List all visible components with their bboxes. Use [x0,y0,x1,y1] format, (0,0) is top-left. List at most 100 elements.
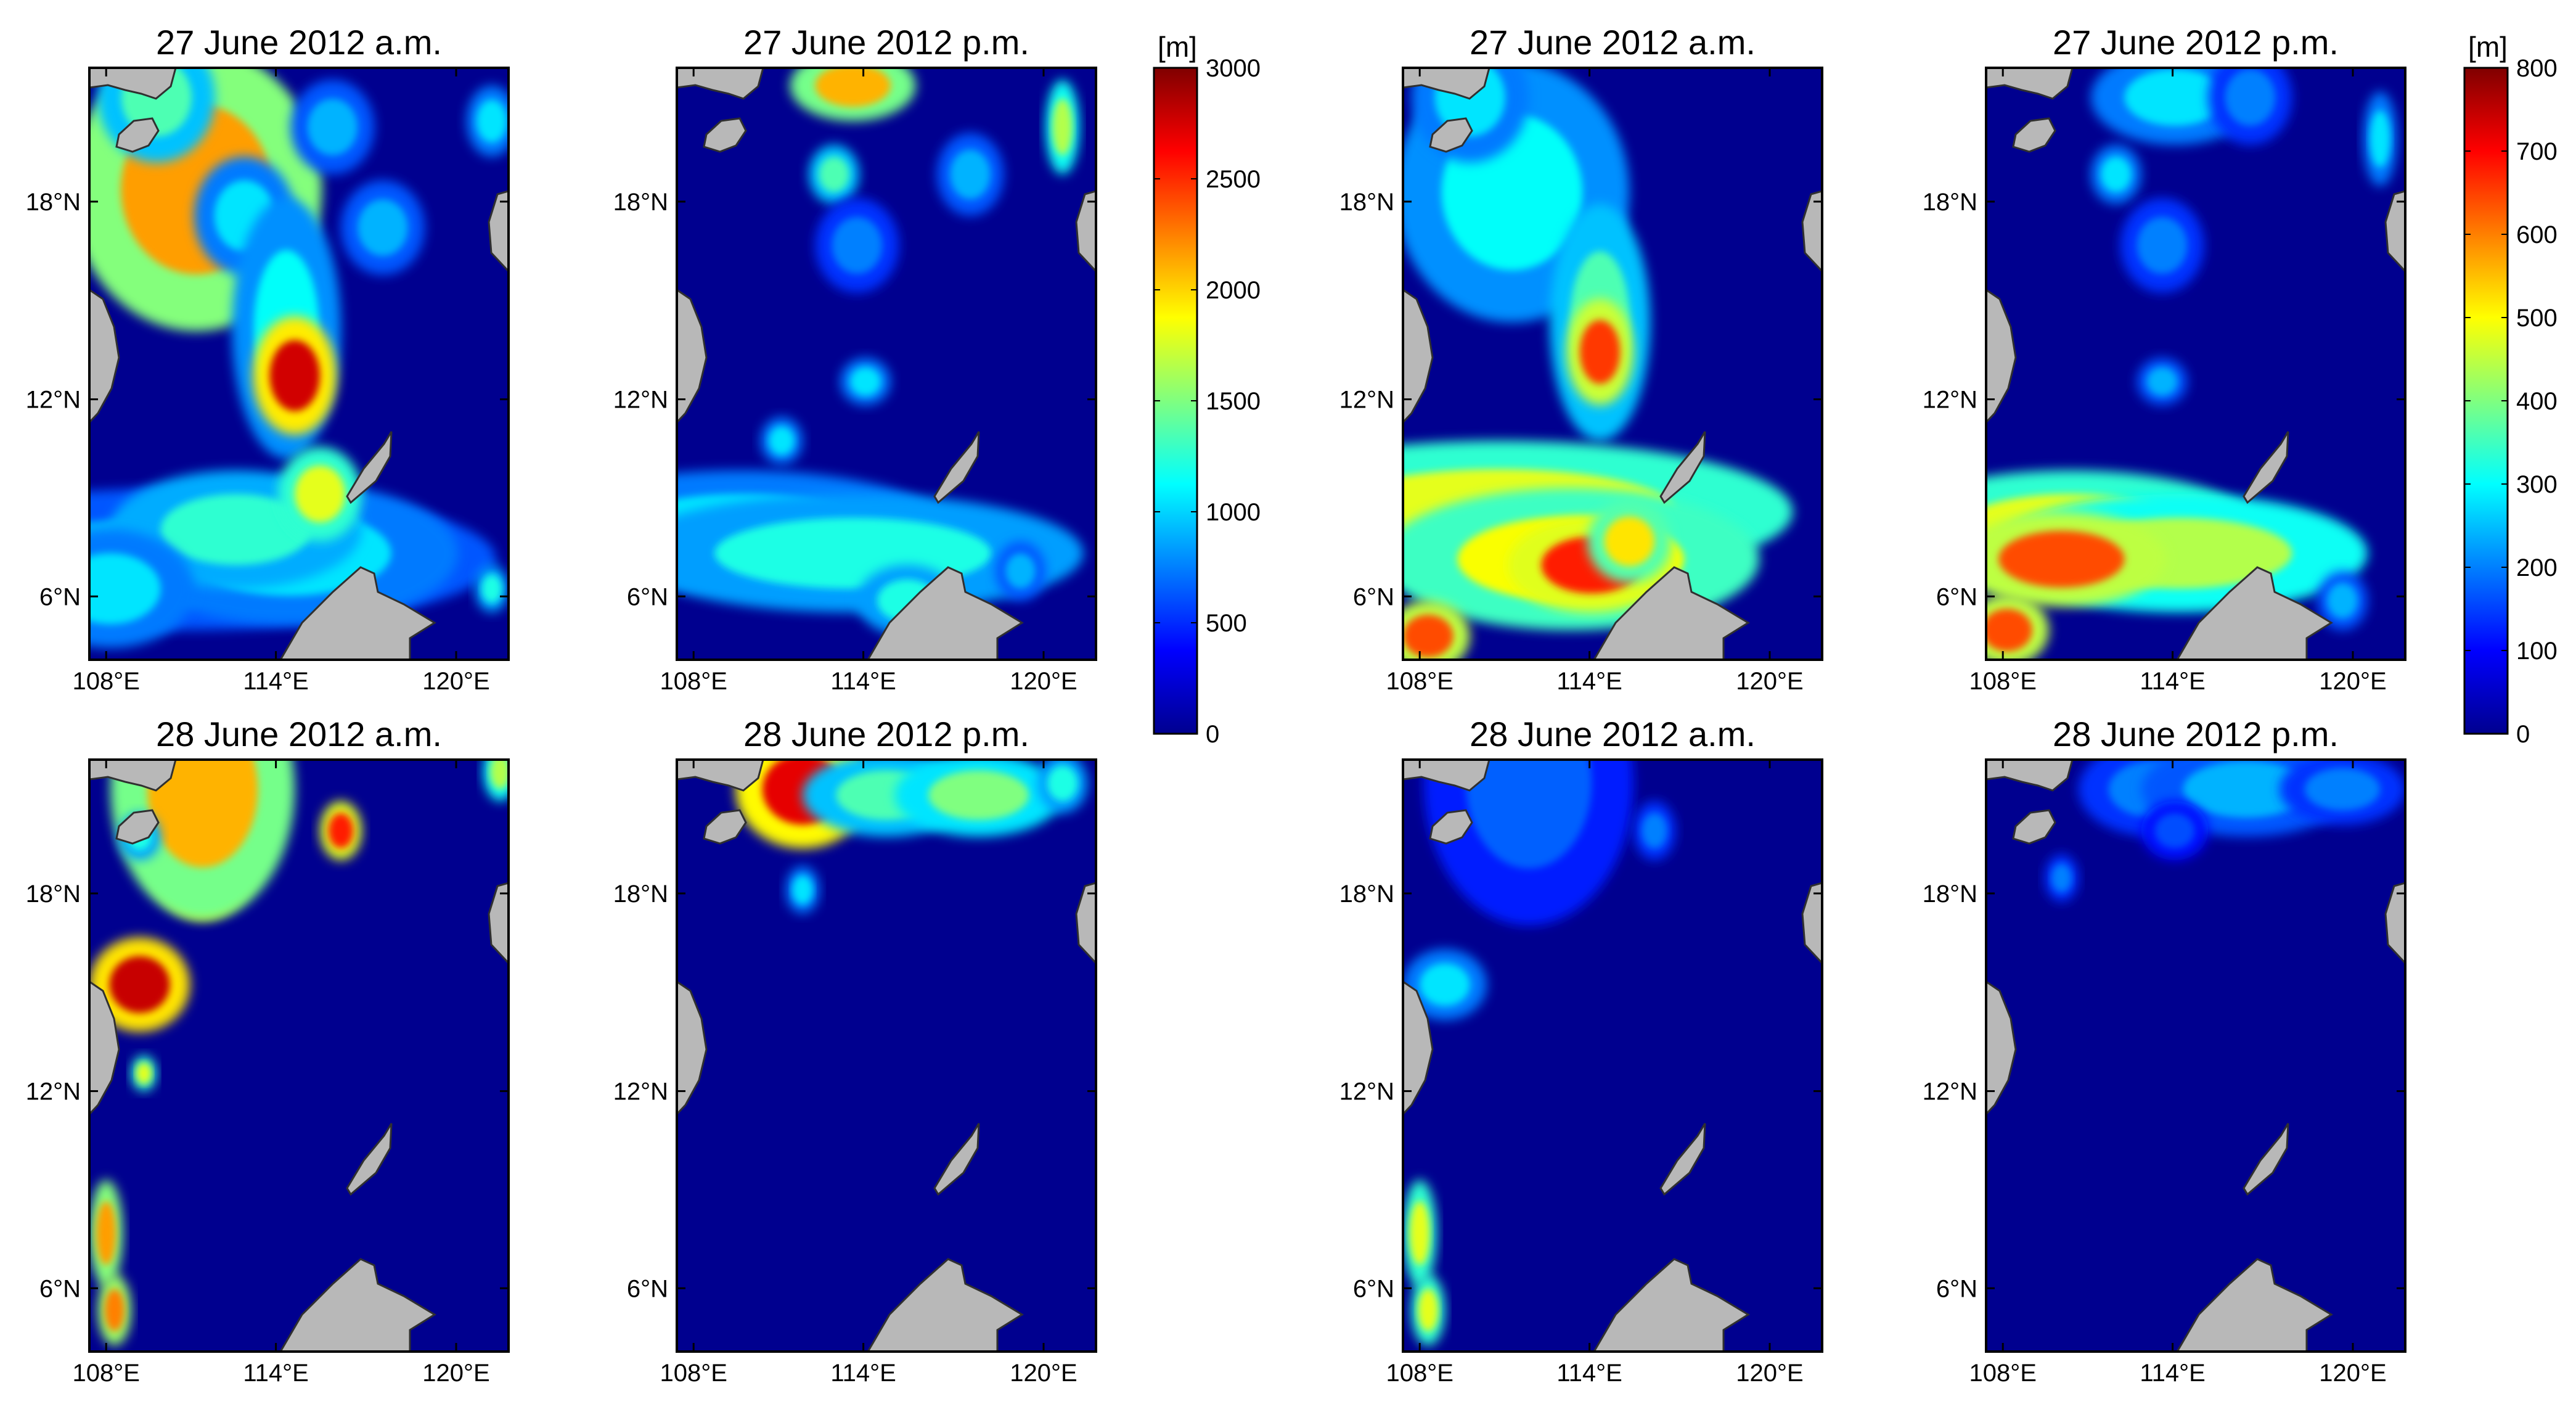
borneo [2176,566,2333,660]
lat-tick-label: 6°N [1353,583,1394,610]
map-layer [677,760,1096,1352]
data-core [792,876,813,905]
data-core [147,760,258,868]
lat-tick-label: 18°N [613,880,668,908]
china-coast [1403,760,1490,792]
colorbar-tick-label: 100 [2516,638,2558,665]
lon-tick-label: 114°E [1556,1360,1622,1387]
borneo [2176,1258,2333,1352]
map-layer [1986,68,2405,660]
data-core [928,770,1029,820]
lat-tick-label: 18°N [1339,880,1394,908]
lat-tick-label: 12°N [1339,1078,1394,1106]
map-frame [1402,67,1823,661]
panel-title: 27 June 2012 p.m. [2053,23,2339,62]
lon-tick-label: 120°E [2319,668,2386,695]
philippines [1801,190,1822,273]
lat-tick-label: 18°N [26,880,81,908]
data-core [358,199,408,257]
colorbar-unit: [m] [2468,31,2508,63]
palawan [1659,1123,1706,1196]
lon-tick-label: 114°E [830,668,896,695]
colorbar-tick-label: 400 [2516,388,2558,415]
map-frame [1402,758,1823,1353]
map-frame [1985,67,2406,661]
philippines [2384,882,2405,965]
colorbar-depth: [m] 3000 2500 2000 1500 1000 500 0 [1153,31,1261,748]
colorbar-tick-label: 1000 [1206,499,1261,526]
colorbar-tick-label: 1500 [1206,388,1261,415]
data-core [295,466,345,523]
palawan [346,431,393,504]
lat-tick-label: 6°N [1353,1275,1394,1302]
data-core [2101,157,2132,192]
panel-title: 27 June 2012 p.m. [743,23,1029,62]
lon-tick-label: 108°E [72,1360,139,1387]
colorbar-tick-label: 2000 [1206,277,1261,304]
data-core [1604,516,1654,567]
colorbar-clim: [m] 800 700 600 500 400 300 200 100 0 [2463,31,2558,748]
philippines [1801,882,1822,965]
lon-tick-label: 120°E [422,1360,489,1387]
map-layer [1986,760,2405,1352]
panel-27-june-pm-clim: 18°N 12°N 6°N 108°E 114°E 120°E 27 June 2012 p… [1923,23,2406,695]
china-coast [89,760,177,792]
lat-tick-label: 18°N [1923,880,1977,908]
lon-tick-label: 120°E [1010,668,1077,695]
colorbar-tick-label: 0 [1206,721,1219,748]
panel-28-june-am-clim: 18°N 12°N 6°N 108°E 114°E 120°E 28 June 2012 a… [1339,715,1823,1387]
data-core [1579,319,1621,384]
lat-tick-label: 12°N [26,387,81,414]
data-core [1409,1201,1430,1265]
map-frame [676,758,1097,1353]
palawan [933,431,980,504]
panel-title: 27 June 2012 a.m. [1470,23,1756,62]
map-layer [1403,760,1822,1352]
hainan-island [703,809,747,845]
colorbar-tick-label: 200 [2516,554,2558,581]
panel-title: 28 June 2012 p.m. [2053,715,2339,753]
lat-tick-label: 12°N [613,1078,668,1106]
philippines [488,882,509,965]
colorbar-gradient [2463,67,2509,735]
panel-28-june-am-depth: 18°N 12°N 6°N 108°E 114°E 120°E 28 June 2012 a… [26,715,510,1387]
vietnam-coast [677,980,708,1116]
data-core [476,99,507,142]
lon-tick-label: 120°E [1736,1360,1803,1387]
lat-tick-label: 18°N [26,189,81,216]
panel-27-june-am-clim: 18°N 12°N 6°N 108°E 114°E 120°E 27 June 2012 a… [1339,23,1823,695]
hainan-island [2012,117,2056,153]
lon-tick-label: 114°E [243,1360,308,1387]
borneo [279,566,436,660]
data-core [1418,1289,1439,1332]
philippines [1075,882,1096,965]
lat-tick-label: 12°N [1923,1078,1977,1106]
lon-tick-label: 114°E [1556,668,1622,695]
colorbar-tick-label: 2500 [1206,166,1261,193]
lat-tick-label: 18°N [1339,189,1394,216]
data-core [2327,583,2358,618]
lat-tick-label: 6°N [627,583,668,610]
palawan [2243,1123,2289,1196]
vietnam-coast [1403,980,1434,1116]
data-core [1998,530,2125,588]
data-core [307,98,358,156]
hainan-island [2012,809,2056,845]
data-core [832,216,883,274]
lon-tick-label: 108°E [1386,1360,1453,1387]
palawan [933,1123,980,1196]
data-core [1403,615,1454,658]
panel-28-june-pm-clim: 18°N 12°N 6°N 108°E 114°E 120°E 28 June 2012 p… [1923,715,2406,1387]
data-core [481,574,502,603]
lon-tick-label: 108°E [1386,668,1453,695]
lon-tick-label: 120°E [2319,1360,2386,1387]
colorbar-tick-label: 700 [2516,138,2558,165]
panel-27-june-am-depth: 18°N 12°N 6°N 108°E 114°E 120°E 27 June 2012 a… [26,23,510,695]
panel-title: 28 June 2012 a.m. [1470,715,1756,753]
data-core [1986,609,2032,652]
colorbar-unit: [m] [1158,31,1197,63]
map-layer [89,68,509,660]
data-core [136,1062,152,1085]
panel-28-june-pm-depth: 18°N 12°N 6°N 108°E 114°E 120°E 28 June 2012 p… [613,715,1097,1387]
